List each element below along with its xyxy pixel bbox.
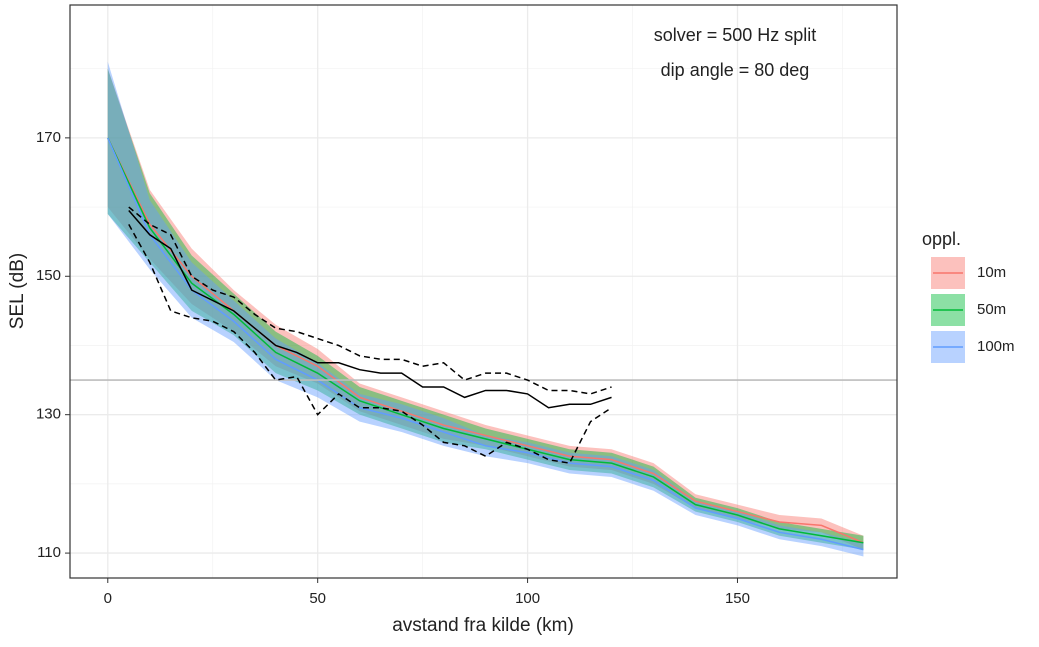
y-tick-label: 130 — [36, 406, 61, 423]
legend-title: oppl. — [922, 229, 961, 249]
x-tick-label: 150 — [725, 590, 750, 607]
x-tick-label: 100 — [515, 590, 540, 607]
x-tick-label: 50 — [309, 590, 326, 607]
y-tick-label: 110 — [37, 544, 61, 561]
x-axis-label: avstand fra kilde (km) — [392, 615, 574, 636]
plot-border — [69, 4, 898, 579]
measurement-line — [128, 210, 612, 409]
y-tick-label: 150 — [36, 267, 61, 284]
legend-label: 10m — [977, 264, 1006, 281]
x-tick-label: 0 — [104, 590, 112, 607]
y-axis-label: SEL (dB) — [7, 253, 28, 329]
annotation: dip angle = 80 deg — [661, 60, 810, 80]
series-line — [107, 137, 864, 551]
plot-panel — [70, 5, 897, 578]
legend-label: 100m — [977, 338, 1015, 355]
legend-label: 50m — [977, 301, 1006, 318]
annotation: solver = 500 Hz split — [654, 25, 817, 45]
y-tick-label: 170 — [36, 129, 61, 146]
series-line — [107, 137, 864, 544]
